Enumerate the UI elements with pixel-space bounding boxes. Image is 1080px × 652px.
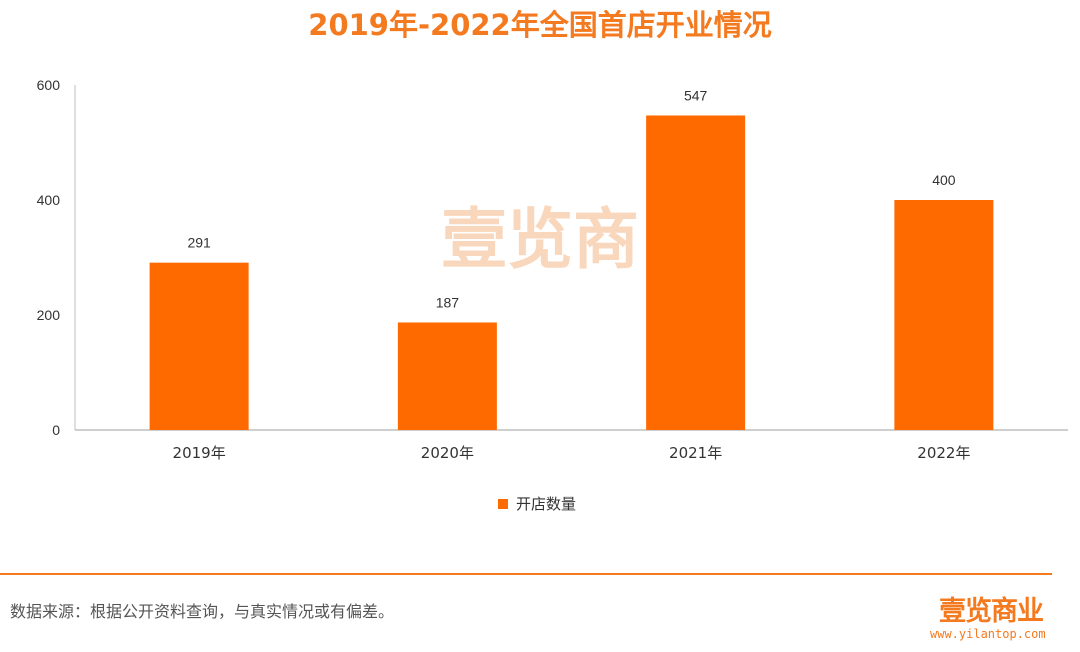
- bar: [646, 115, 746, 430]
- x-tick-label: 2020年: [421, 444, 474, 462]
- brand-url[interactable]: www.yilantop.com: [930, 627, 1046, 641]
- bar-chart: 壹览商 0 200 400 600 291 2019年 187 2020年 547 2021年 400…: [37, 77, 1068, 462]
- legend-label: 开店数量: [516, 495, 577, 513]
- data-label: 291: [187, 235, 211, 251]
- data-label: 547: [684, 87, 708, 103]
- bar: [397, 322, 497, 430]
- y-tick-label: 0: [52, 422, 60, 438]
- x-tick-label: 2019年: [173, 444, 226, 462]
- legend-swatch: [498, 498, 508, 509]
- data-label: 400: [932, 172, 956, 188]
- y-tick-label: 600: [37, 77, 61, 93]
- data-source-note: 数据来源：根据公开资料查询，与真实情况或有偏差。: [10, 602, 395, 621]
- data-label: 187: [436, 294, 460, 310]
- x-tick-label: 2021年: [669, 444, 722, 462]
- y-tick-label: 400: [37, 192, 61, 208]
- y-tick-label: 200: [37, 307, 61, 323]
- x-tick-label: 2022年: [917, 444, 970, 462]
- chart-title: 2019年-2022年全国首店开业情况: [308, 8, 772, 42]
- brand-logo: 壹览商业: [939, 596, 1044, 627]
- chart-legend: 开店数量: [498, 493, 576, 514]
- footer-divider: [0, 573, 1052, 575]
- bar: [894, 200, 994, 430]
- watermark-text: 壹览商: [441, 201, 639, 278]
- bar: [149, 262, 249, 430]
